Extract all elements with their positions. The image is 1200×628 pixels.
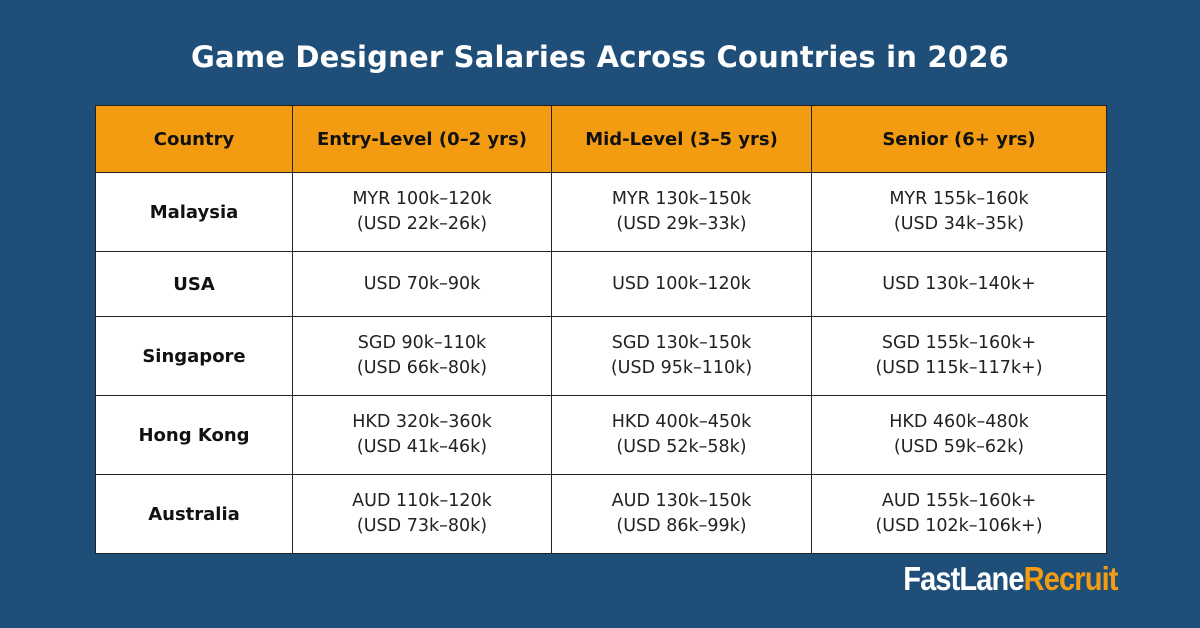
page-title: Game Designer Salaries Across Countries …	[191, 40, 1009, 74]
mid-cell: SGD 130k–150k (USD 95k–110k)	[551, 316, 812, 396]
logo-text-fastlane: FastLane	[903, 560, 1025, 597]
table-row-australia: Australia AUD 110k–120k (USD 73k–80k) AUD…	[95, 474, 1107, 554]
senior-cell: MYR 155k–160k (USD 34k–35k)	[811, 172, 1107, 252]
table-row-hong-kong: Hong Kong HKD 320k–360k (USD 41k–46k) HKD…	[95, 395, 1107, 475]
header-mid-level: Mid-Level (3–5 yrs)	[551, 105, 812, 173]
mid-cell: MYR 130k–150k (USD 29k–33k)	[551, 172, 812, 252]
senior-cell: USD 130k–140k+	[811, 251, 1107, 317]
mid-cell: AUD 130k–150k (USD 86k–99k)	[551, 474, 812, 554]
usd-salary: (USD 102k–106k+)	[875, 516, 1043, 536]
entry-cell: HKD 320k–360k (USD 41k–46k)	[292, 395, 552, 475]
entry-cell: MYR 100k–120k (USD 22k–26k)	[292, 172, 552, 252]
local-salary: AUD 130k–150k	[611, 491, 752, 511]
local-salary: HKD 460k–480k	[889, 412, 1029, 432]
entry-cell: AUD 110k–120k (USD 73k–80k)	[292, 474, 552, 554]
usd-salary: (USD 73k–80k)	[356, 516, 488, 536]
local-salary: HKD 400k–450k	[611, 412, 752, 432]
entry-cell: SGD 90k–110k (USD 66k–80k)	[292, 316, 552, 396]
local-salary: MYR 100k–120k	[352, 189, 492, 209]
usd-salary: (USD 59k–62k)	[893, 437, 1025, 457]
local-salary: MYR 155k–160k	[889, 189, 1029, 209]
usd-salary: (USD 86k–99k)	[616, 516, 747, 536]
logo-text-recruit: Recruit	[1024, 560, 1119, 597]
local-salary: HKD 320k–360k	[352, 412, 492, 432]
usd-salary: (USD 41k–46k)	[356, 437, 488, 457]
country-cell: Hong Kong	[95, 395, 293, 475]
table-header-row: Country Entry-Level (0–2 yrs) Mid-Level …	[95, 105, 1107, 173]
header-senior: Senior (6+ yrs)	[811, 105, 1107, 173]
senior-cell: SGD 155k–160k+ (USD 115k–117k+)	[811, 316, 1107, 396]
local-salary: MYR 130k–150k	[611, 189, 752, 209]
entry-cell: USD 70k–90k	[292, 251, 552, 317]
local-salary: AUD 110k–120k	[352, 491, 492, 511]
local-salary: SGD 130k–150k	[611, 333, 752, 353]
header-country: Country	[95, 105, 293, 173]
table-row-usa: USA USD 70k–90k USD 100k–120k USD 130k–1…	[95, 251, 1107, 317]
usd-salary: (USD 66k–80k)	[356, 358, 488, 378]
usd-salary: (USD 22k–26k)	[356, 214, 488, 234]
country-cell: USA	[95, 251, 293, 317]
brand-logo: FastLaneRecruit	[903, 560, 1119, 598]
local-salary: USD 100k–120k	[612, 273, 751, 294]
country-cell: Australia	[95, 474, 293, 554]
salary-table: Country Entry-Level (0–2 yrs) Mid-Level …	[95, 105, 1107, 554]
country-cell: Malaysia	[95, 172, 293, 252]
country-cell: Singapore	[95, 316, 293, 396]
usd-salary: (USD 95k–110k)	[610, 358, 753, 378]
usd-salary: (USD 34k–35k)	[893, 214, 1025, 234]
local-salary: USD 70k–90k	[363, 273, 481, 294]
usd-salary: (USD 115k–117k+)	[875, 358, 1043, 378]
table-row-malaysia: Malaysia MYR 100k–120k (USD 22k–26k) MYR …	[95, 172, 1107, 252]
mid-cell: HKD 400k–450k (USD 52k–58k)	[551, 395, 812, 475]
mid-cell: USD 100k–120k	[551, 251, 812, 317]
local-salary: SGD 155k–160k+	[881, 333, 1037, 353]
local-salary: SGD 90k–110k	[357, 333, 487, 353]
senior-cell: HKD 460k–480k (USD 59k–62k)	[811, 395, 1107, 475]
local-salary: USD 130k–140k+	[882, 273, 1036, 294]
usd-salary: (USD 52k–58k)	[616, 437, 747, 457]
usd-salary: (USD 29k–33k)	[616, 214, 747, 234]
local-salary: AUD 155k–160k+	[881, 491, 1037, 511]
senior-cell: AUD 155k–160k+ (USD 102k–106k+)	[811, 474, 1107, 554]
header-entry-level: Entry-Level (0–2 yrs)	[292, 105, 552, 173]
table-row-singapore: Singapore SGD 90k–110k (USD 66k–80k) SGD …	[95, 316, 1107, 396]
